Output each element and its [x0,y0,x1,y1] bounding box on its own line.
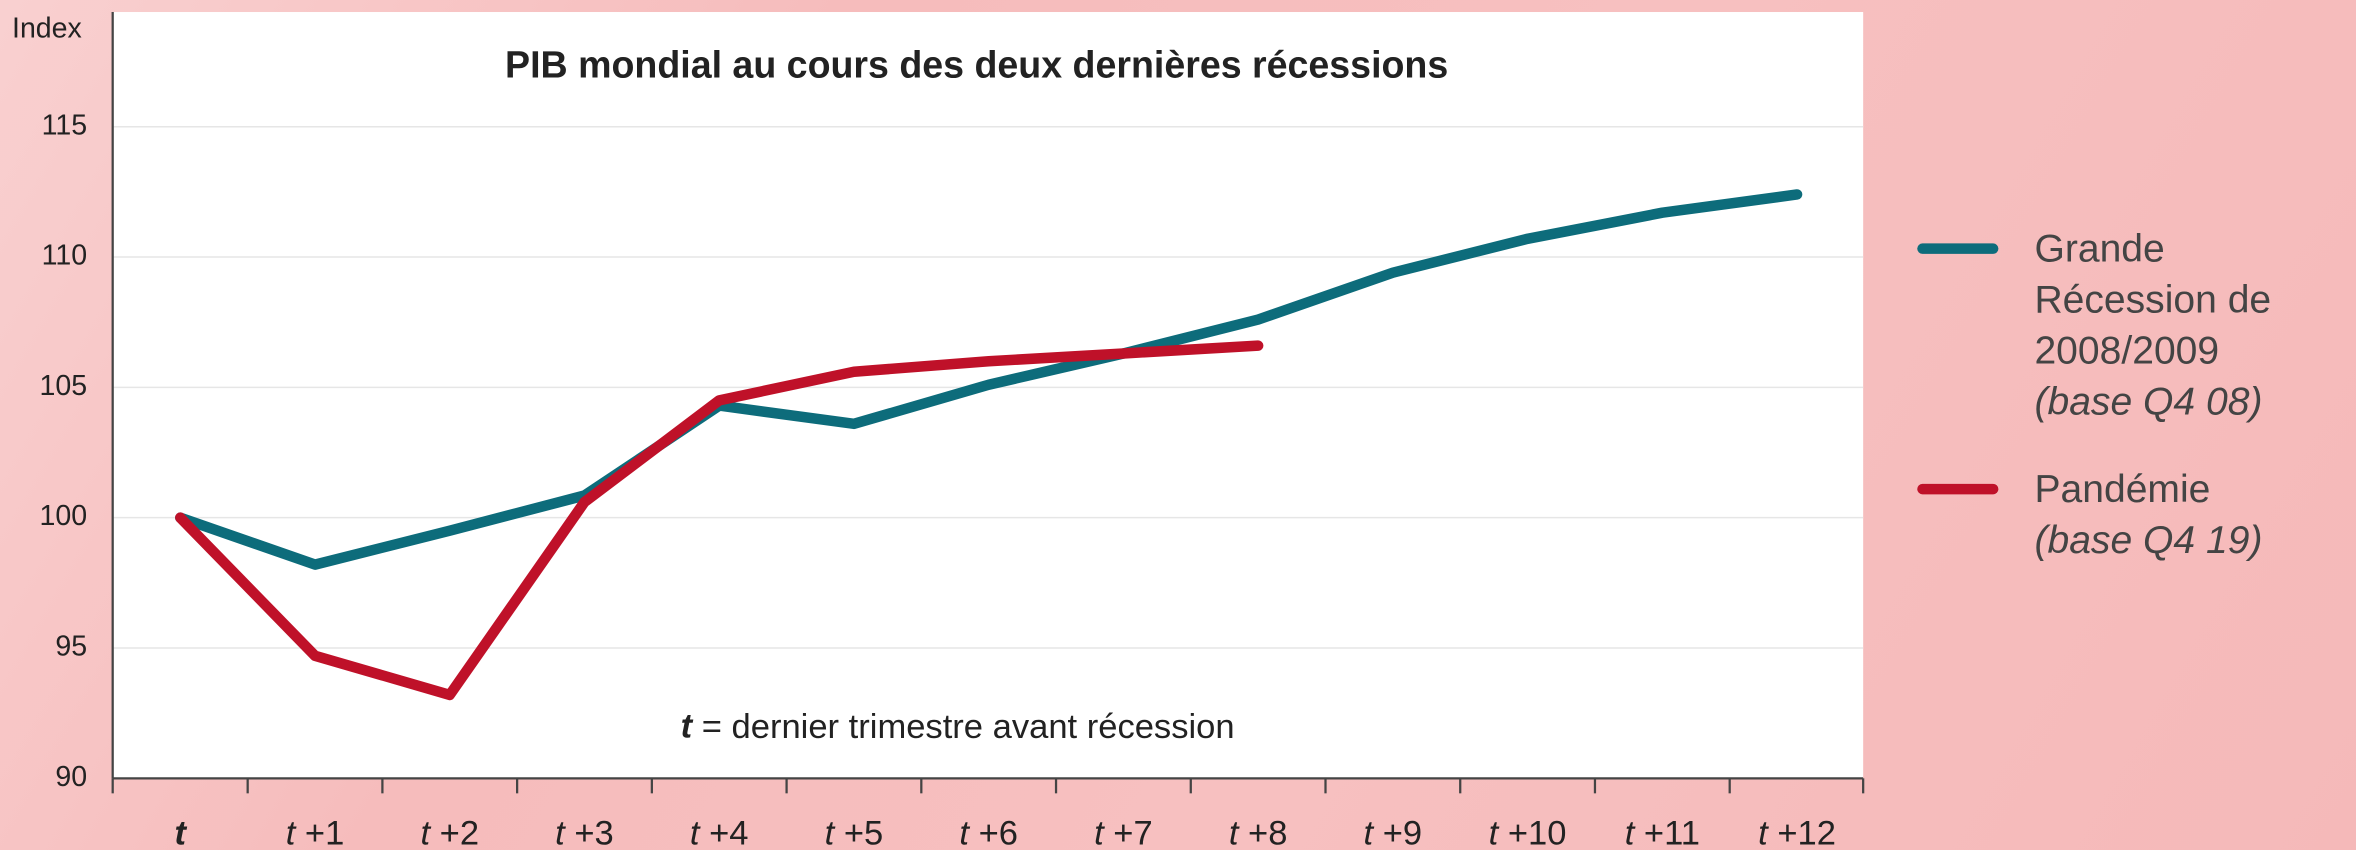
x-tick-label: t +4 [690,815,749,850]
legend-label: Pandémie [2034,465,2211,511]
y-axis-label: Index [12,13,82,45]
plot-area [112,12,1864,779]
x-tick-label: t +9 [1364,815,1423,850]
x-tick-label: t +6 [959,815,1018,850]
annotation: t = dernier trimestre avant récession [681,708,1235,746]
legend-swatch [1917,483,1999,495]
x-tick-label: t [175,815,188,850]
x-tick-label: t +5 [825,815,884,850]
x-tick-label: t +1 [286,815,345,850]
y-tick-label: 95 [55,631,87,663]
y-tick-label: 105 [40,370,88,402]
y-tick-label: 115 [42,109,88,141]
y-tick-label: 100 [40,500,88,532]
x-tick-label: t +12 [1758,815,1836,850]
x-tick-label: t +10 [1489,815,1567,850]
legend-note: (base Q4 19) [2034,516,2263,562]
y-tick-label: 110 [42,240,88,272]
series-line [175,189,1803,570]
legend-label: Grande Récession de 2008/2009 [2034,225,2272,373]
legend-item: Grande Récession de 2008/2009 (base Q4 08… [1917,222,2353,426]
legend-note: (base Q4 08) [2034,378,2263,424]
series-line [175,340,1264,701]
legend-swatch [1917,243,1999,254]
x-tick-label: t +2 [420,815,479,850]
chart-title: PIB mondial au cours des deux dernières … [505,44,1448,86]
legend-item: Pandémie (base Q4 19) [1917,463,2353,565]
y-tick-label: 90 [55,761,87,793]
x-tick-label: t +11 [1625,815,1700,850]
x-tick-label: t +8 [1229,815,1288,850]
x-tick-label: t +7 [1094,815,1153,850]
x-tick-label: t +3 [555,815,614,850]
